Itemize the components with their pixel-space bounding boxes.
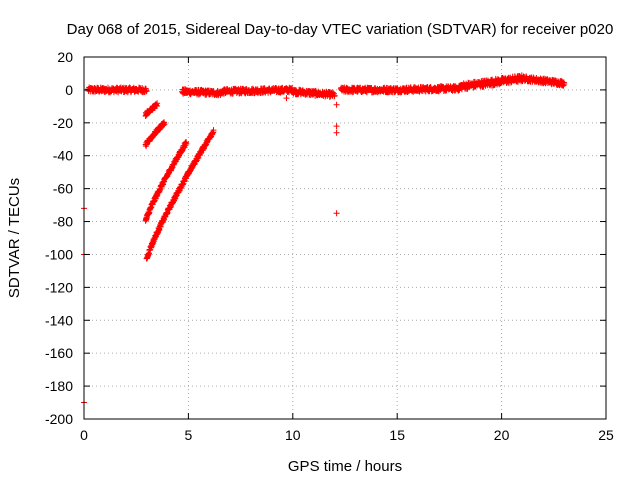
data-points <box>81 72 568 406</box>
y-tick-label: 0 <box>65 82 73 98</box>
plot-frame <box>83 56 607 420</box>
y-tick-label: -140 <box>45 312 73 328</box>
x-tick-label: 25 <box>598 427 614 443</box>
grid-lines <box>84 57 606 419</box>
arc-point <box>161 121 168 128</box>
axis-ticks: 0 5 10 15 20 25 20 0 -20 -40 -60 -80 -100 -120 -140 -16… <box>45 49 614 443</box>
outlier-point <box>333 123 340 130</box>
x-axis-title: GPS time / hours <box>288 458 402 475</box>
outlier-point <box>333 129 340 136</box>
outlier-point <box>333 210 340 217</box>
y-tick-label: -40 <box>53 148 73 164</box>
y-tick-label: 20 <box>57 49 73 65</box>
y-tick-label: -120 <box>45 279 73 295</box>
x-tick-label: 10 <box>285 427 301 443</box>
y-tick-label: -80 <box>53 214 73 230</box>
arc-point <box>154 100 161 107</box>
chart-title: Day 068 of 2015, Sidereal Day-to-day VTE… <box>67 21 614 38</box>
x-tick-label: 20 <box>494 427 510 443</box>
baseline-point <box>331 92 338 99</box>
baseline-point <box>143 88 150 95</box>
y-tick-label: -60 <box>53 181 73 197</box>
y-axis-title: SDTVAR / TECUs <box>6 178 23 298</box>
outlier-point <box>283 95 290 102</box>
y-tick-label: -160 <box>45 345 73 361</box>
x-tick-label: 0 <box>80 427 88 443</box>
x-tick-label: 5 <box>185 427 193 443</box>
y-tick-label: -180 <box>45 378 73 394</box>
y-tick-label: -100 <box>45 246 73 262</box>
y-tick-label: -20 <box>53 115 73 131</box>
arc-point <box>183 140 190 147</box>
arc-point <box>210 127 217 134</box>
y-tick-label: -200 <box>45 411 73 427</box>
x-tick-label: 15 <box>389 427 405 443</box>
outlier-point <box>333 101 340 108</box>
baseline-point <box>561 81 568 87</box>
